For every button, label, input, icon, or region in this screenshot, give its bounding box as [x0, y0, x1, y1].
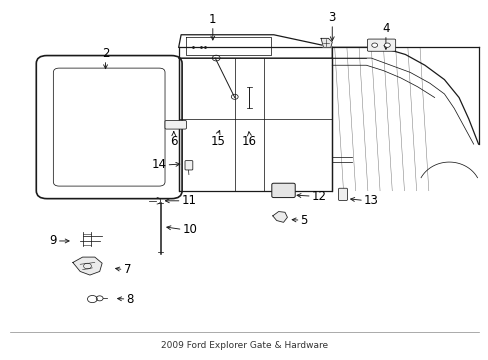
Text: 8: 8 [126, 293, 134, 306]
Text: 4: 4 [382, 22, 389, 35]
Text: 10: 10 [182, 223, 197, 236]
Text: 3: 3 [328, 11, 335, 24]
Text: 16: 16 [242, 135, 256, 148]
Text: 12: 12 [311, 190, 326, 203]
Circle shape [384, 43, 389, 47]
Text: 5: 5 [300, 214, 307, 227]
FancyBboxPatch shape [271, 183, 295, 198]
Text: 9: 9 [49, 234, 57, 247]
FancyBboxPatch shape [338, 188, 346, 201]
Text: 15: 15 [210, 135, 224, 148]
Text: 11: 11 [181, 194, 196, 207]
Text: 2: 2 [102, 47, 109, 60]
Text: 2009 Ford Explorer Gate & Hardware: 2009 Ford Explorer Gate & Hardware [161, 341, 327, 350]
FancyBboxPatch shape [184, 161, 192, 170]
Polygon shape [272, 212, 287, 222]
Polygon shape [73, 257, 102, 275]
Polygon shape [321, 39, 331, 47]
FancyBboxPatch shape [366, 39, 395, 51]
Text: 7: 7 [123, 263, 131, 276]
Text: 14: 14 [151, 158, 166, 171]
Text: 13: 13 [363, 194, 378, 207]
Circle shape [371, 43, 377, 47]
Text: 6: 6 [170, 135, 177, 148]
Text: 1: 1 [209, 13, 216, 26]
FancyBboxPatch shape [164, 121, 186, 129]
